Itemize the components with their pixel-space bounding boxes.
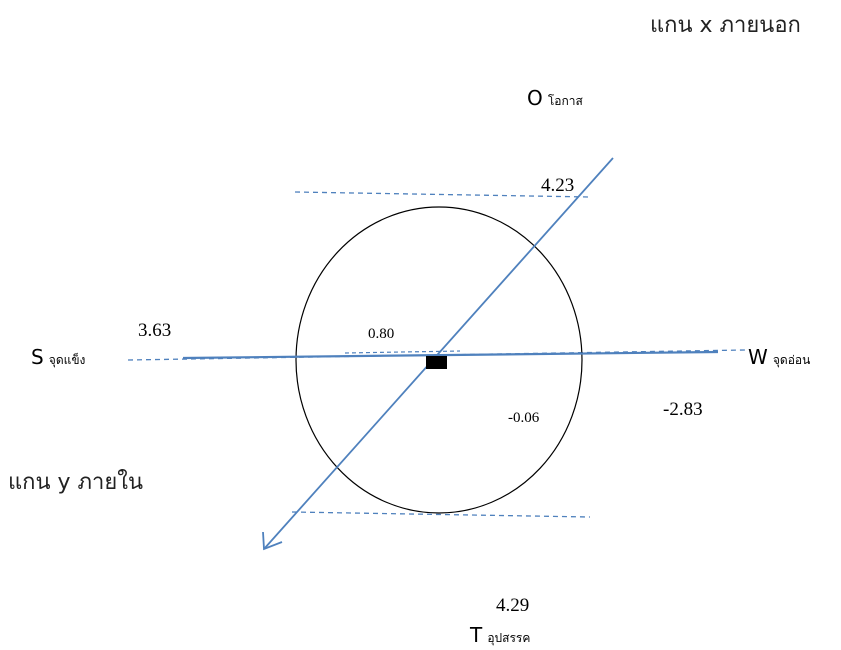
evaluation-circle	[295, 206, 583, 514]
axis-arrow-head	[262, 531, 283, 551]
center-point-marker	[426, 356, 447, 369]
x-axis-title: แกน x ภายนอก	[650, 13, 801, 38]
opportunity-letter: O	[527, 86, 543, 110]
score-internal-net: 0.80	[368, 326, 395, 342]
label-opportunity: O โอกาส	[527, 88, 583, 108]
score-threat: 4.29	[496, 595, 530, 616]
strength-name: จุดแข็ง	[48, 353, 86, 367]
weakness-letter: W	[748, 345, 768, 369]
score-weakness: -2.83	[663, 399, 703, 420]
y-axis-title: แกน y ภายใน	[8, 470, 144, 495]
dashed-line-top	[294, 191, 591, 198]
score-strength: 3.63	[138, 320, 172, 341]
score-opportunity: 4.23	[541, 175, 575, 196]
label-strength: S จุดแข็ง	[31, 347, 85, 367]
dashed-line-center	[344, 350, 461, 354]
strength-letter: S	[31, 345, 44, 369]
threat-letter: T	[470, 623, 483, 647]
score-external-net: -0.06	[508, 410, 540, 426]
threat-name: อุปสรรค	[487, 631, 531, 645]
label-weakness: W จุดอ่อน	[748, 347, 810, 367]
internal-axis-line	[182, 350, 719, 360]
dashed-line-bottom	[291, 511, 591, 518]
opportunity-name: โอกาส	[547, 94, 583, 108]
weakness-name: จุดอ่อน	[772, 353, 811, 367]
external-axis-line	[263, 157, 614, 550]
label-threat: T อุปสรรค	[470, 625, 530, 645]
